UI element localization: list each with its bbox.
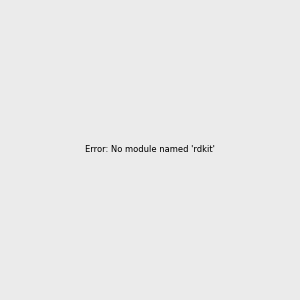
Text: Error: No module named 'rdkit': Error: No module named 'rdkit' bbox=[85, 146, 215, 154]
